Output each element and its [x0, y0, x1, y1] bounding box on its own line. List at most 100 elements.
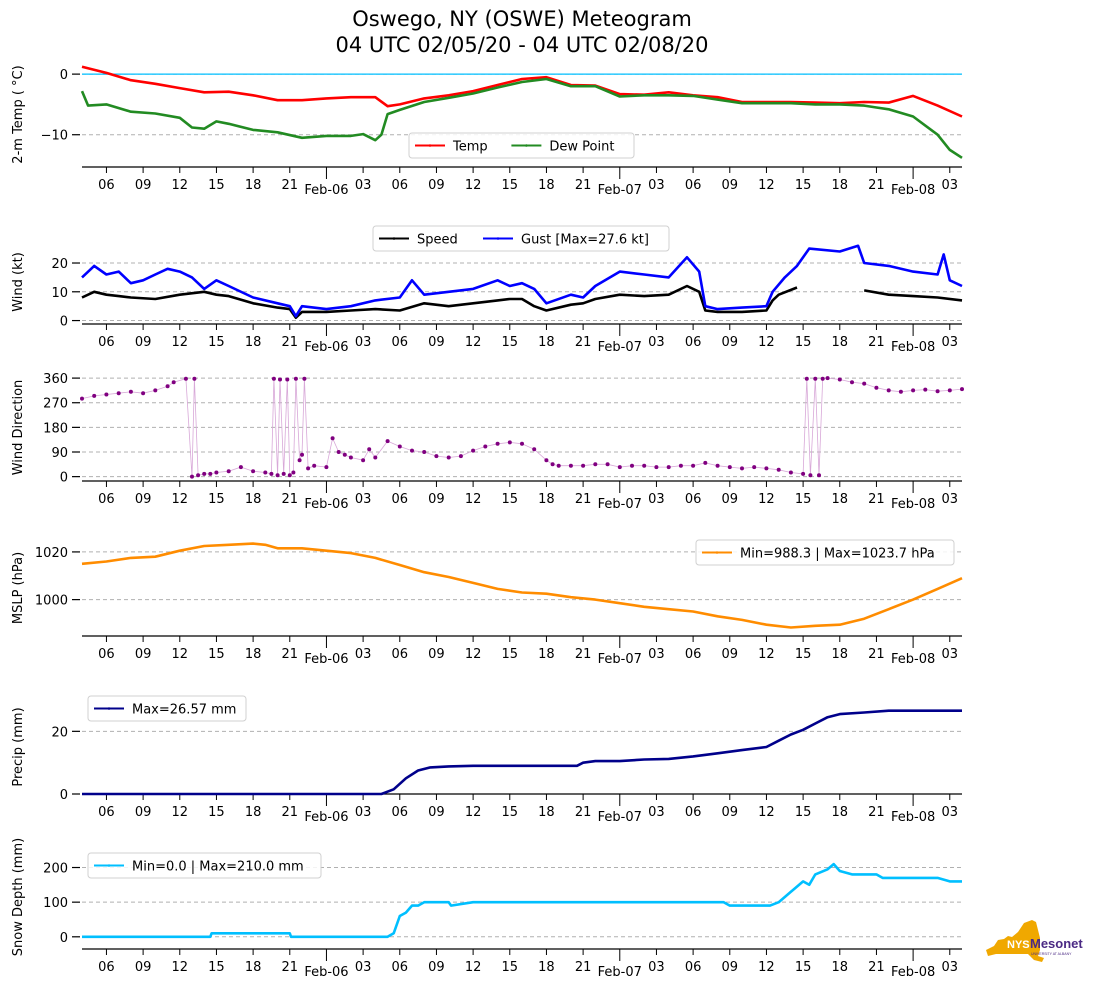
- x-tick-label: 09: [722, 492, 739, 507]
- legend-label: Min=988.3 | Max=1023.7 hPa: [740, 547, 935, 562]
- data-point: [192, 376, 197, 381]
- y-tick-label: 20: [51, 725, 68, 740]
- data-point: [153, 388, 158, 393]
- x-tick-label: 15: [795, 647, 812, 662]
- series-line: [81, 284, 963, 319]
- y-tick-label: 200: [43, 862, 68, 877]
- legend-marker: [107, 707, 111, 710]
- x-tick-label: 21: [575, 335, 592, 350]
- x-tick-label: 18: [832, 960, 849, 975]
- x-tick-label: 18: [245, 647, 262, 662]
- x-tick-label: 15: [502, 647, 519, 662]
- data-point: [740, 466, 744, 471]
- x-tick-label: 03: [942, 647, 959, 662]
- data-point: [507, 440, 512, 445]
- x-tick-label: 12: [465, 335, 482, 350]
- data-point: [654, 465, 659, 470]
- data-point: [605, 462, 610, 467]
- series-speed: [81, 284, 963, 319]
- logo-mesonet-text: Mesonet: [1030, 936, 1083, 951]
- x-tick-label: 06: [98, 805, 115, 820]
- x-tick-label: 06: [392, 178, 409, 193]
- x-tick-label: 09: [135, 335, 152, 350]
- data-point: [776, 467, 781, 472]
- legend-box: [695, 539, 955, 566]
- x-tick-label: 18: [245, 492, 262, 507]
- x-tick-label: 18: [245, 178, 262, 193]
- x-tick-label: 03: [355, 492, 372, 507]
- y-tick-label: 90: [51, 446, 68, 461]
- data-point: [226, 469, 231, 474]
- y-tick-label: 0: [60, 68, 68, 83]
- x-day-label: Feb-07: [598, 965, 642, 980]
- data-point: [183, 376, 188, 381]
- series-line: [81, 244, 963, 318]
- x-tick-label: 18: [832, 335, 849, 350]
- data-point: [361, 458, 366, 463]
- x-tick-label: 03: [942, 492, 959, 507]
- x-tick-label: 18: [245, 805, 262, 820]
- x-day-label: Feb-07: [598, 810, 642, 825]
- legend: Temp Dew Point: [408, 132, 635, 159]
- data-point: [874, 385, 879, 390]
- x-tick-label: 09: [135, 647, 152, 662]
- x-tick-label: 03: [355, 960, 372, 975]
- x-tick-label: 09: [135, 492, 152, 507]
- legend-marker: [496, 237, 500, 240]
- data-point: [801, 471, 806, 476]
- x-day-label: Feb-08: [891, 965, 935, 980]
- x-tick-label: 06: [98, 647, 115, 662]
- data-point: [397, 444, 402, 449]
- x-tick-label: 12: [758, 960, 775, 975]
- x-tick-label: 06: [392, 492, 409, 507]
- series-max-26-57-mm: [82, 709, 962, 796]
- x-tick-label: 15: [208, 805, 225, 820]
- data-point: [446, 455, 451, 460]
- x-tick-label: 09: [428, 492, 445, 507]
- y-axis-label: Precip (mm): [11, 707, 26, 786]
- legend-label: Gust [Max=27.6 kt]: [521, 233, 649, 248]
- data-point: [306, 466, 311, 471]
- x-day-label: Feb-06: [304, 183, 348, 198]
- y-tick-label: 10: [51, 286, 68, 301]
- x-tick-label: 09: [135, 960, 152, 975]
- data-point: [703, 460, 708, 465]
- legend: Min=0.0 | Max=210.0 mm: [87, 852, 322, 879]
- x-tick-label: 09: [722, 960, 739, 975]
- legend-label: Max=26.57 mm: [132, 703, 236, 718]
- y-tick-label: 100: [43, 896, 68, 911]
- x-tick-label: 12: [465, 805, 482, 820]
- x-tick-label: 12: [172, 178, 189, 193]
- legend-label: Min=0.0 | Max=210.0 mm: [132, 860, 304, 875]
- y-tick-label: 180: [43, 421, 68, 436]
- x-tick-label: 21: [575, 647, 592, 662]
- x-tick-label: 03: [355, 805, 372, 820]
- data-point: [862, 381, 867, 386]
- x-tick-label: 21: [575, 960, 592, 975]
- x-tick-label: 12: [465, 647, 482, 662]
- x-tick-label: 21: [282, 335, 299, 350]
- x-tick-label: 03: [648, 492, 665, 507]
- x-tick-label: 09: [135, 805, 152, 820]
- x-tick-label: 21: [282, 805, 299, 820]
- x-tick-label: 09: [722, 647, 739, 662]
- x-tick-label: 21: [868, 805, 885, 820]
- x-tick-label: 12: [172, 647, 189, 662]
- data-point: [302, 376, 307, 381]
- data-point: [715, 463, 720, 468]
- series-line: [82, 862, 962, 939]
- x-tick-label: 15: [795, 805, 812, 820]
- x-tick-label: 03: [942, 178, 959, 193]
- y-tick-label: 270: [43, 397, 68, 412]
- data-point: [911, 388, 916, 393]
- x-day-label: Feb-07: [598, 497, 642, 512]
- data-point: [342, 452, 347, 457]
- y-axis-label: Snow Depth (mm): [11, 838, 26, 956]
- x-tick-label: 15: [795, 960, 812, 975]
- data-point: [269, 471, 274, 476]
- panel-wind: 0 10 20 06 09 12 15 18 21 03 06 09 12 15 18 21 03 06 09 12 1…: [11, 225, 963, 355]
- y-tick-label: 1020: [35, 546, 68, 561]
- x-tick-label: 03: [648, 647, 665, 662]
